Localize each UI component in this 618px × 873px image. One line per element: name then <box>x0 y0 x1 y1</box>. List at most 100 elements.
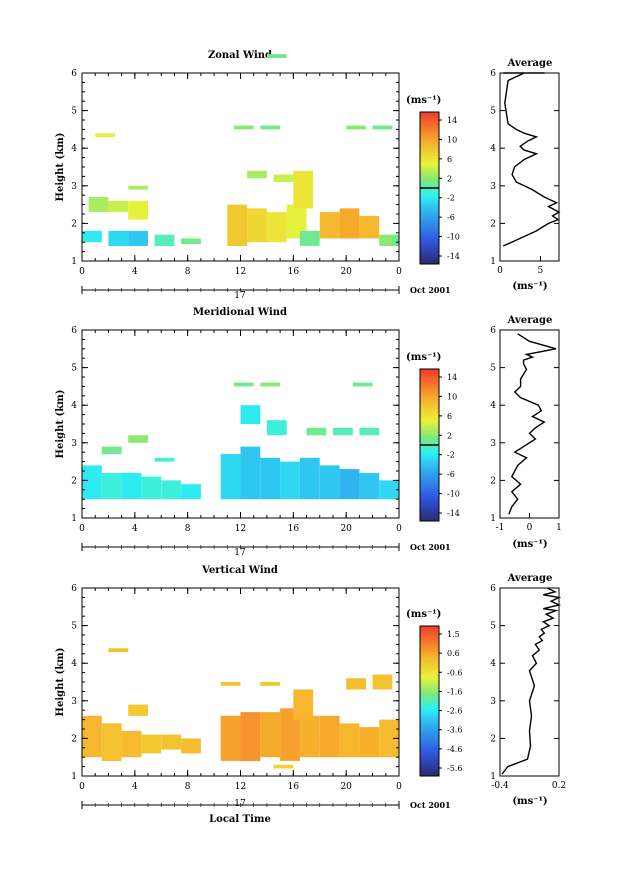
heatmap-cell <box>372 125 393 130</box>
heatmap-cell <box>260 457 281 500</box>
profile-y-tick-label: 5 <box>490 107 496 117</box>
x-tick-label: 16 <box>288 524 300 534</box>
x-tick-label: 20 <box>340 782 352 792</box>
x-tick-label: 8 <box>185 267 191 277</box>
colorbar-ticks: 14 10 6 2 -2 -6 -10 -14 <box>439 116 460 261</box>
heatmap-cell <box>128 704 148 716</box>
colorbar-unit: (ms⁻¹) <box>406 609 441 620</box>
day-bar: 17 <box>81 286 400 301</box>
colorbar-tick-label: 10 <box>447 135 457 144</box>
profile-title: Average <box>507 573 553 584</box>
heatmap-cell <box>359 215 380 239</box>
x-tick-label: 4 <box>132 782 138 792</box>
profile-y-tick-label: 5 <box>490 622 496 632</box>
profile-line <box>508 333 557 515</box>
heatmap-cell <box>82 715 102 758</box>
profile-y-tick-label: 2 <box>490 734 496 744</box>
heatmap-cell <box>101 446 122 455</box>
heatmap-cell <box>280 708 300 761</box>
heatmap-cell <box>141 476 162 500</box>
heatmap-cell <box>128 200 148 220</box>
x-tick-label: 8 <box>185 524 191 534</box>
y-tick-label: 1 <box>71 514 77 524</box>
y-axis: 1 2 3 4 5 6 <box>71 326 399 524</box>
profile-frame <box>499 72 560 262</box>
heatmap-cell <box>88 197 109 213</box>
profile-y-tick-label: 6 <box>490 326 496 336</box>
heatmap-cell <box>299 457 320 500</box>
y-axis-label: Height (km) <box>55 648 66 717</box>
heatmap-cell <box>319 465 340 500</box>
heatmap-cell <box>359 727 380 758</box>
colorbar-ticks: 1.5 0.6 -0.6 -1.6 -2.6 -3.6 -4.6 -5.6 <box>439 630 462 773</box>
colorbar-tick-label: 2 <box>447 174 452 183</box>
heatmap-cell <box>319 212 340 239</box>
x-tick-label: 12 <box>235 782 246 792</box>
x-tick-label: 16 <box>288 782 300 792</box>
heatmap-cell <box>101 723 122 761</box>
date-label: Oct 2001 <box>410 542 451 552</box>
profile-x-axis: -0.4 0.2 <box>491 771 566 791</box>
y-tick-label: 4 <box>71 144 77 154</box>
x-tick-label: 4 <box>132 267 138 277</box>
profile-x-label: (ms⁻¹) <box>512 796 547 807</box>
colorbar-tick-label: -2 <box>447 451 455 460</box>
heatmap-cell <box>299 230 320 246</box>
y-tick-label: 5 <box>71 364 77 374</box>
colorbar-tick-label: -6 <box>447 470 455 479</box>
y-tick-label: 1 <box>71 772 77 782</box>
heatmap-cell <box>379 719 399 758</box>
y-tick-label: 3 <box>71 182 77 192</box>
profile-y-tick-label: 6 <box>490 584 496 594</box>
profile-y-tick-label: 1 <box>490 257 496 267</box>
heatmap-cell <box>379 234 399 246</box>
heatmap-cell <box>82 465 102 500</box>
heatmap-cell <box>319 715 340 758</box>
heatmap-cell <box>240 405 261 424</box>
heatmap-cell <box>220 454 241 500</box>
profile-y-tick-label: 1 <box>490 772 496 782</box>
x-axis: 0 4 8 12 16 20 0 <box>79 588 402 807</box>
x-tick-label: 8 <box>185 782 191 792</box>
day-label: 17 <box>234 548 246 558</box>
y-tick-label: 2 <box>71 219 77 229</box>
profile-y-tick-label: 6 <box>490 69 496 79</box>
heatmap-cell <box>273 174 294 182</box>
colorbar-tick-label: -3.6 <box>447 726 462 735</box>
profile-y-axis: 1 2 3 4 5 6 <box>490 326 559 524</box>
colorbar-tick-label: 2 <box>447 431 452 440</box>
y-tick-label: 2 <box>71 476 77 486</box>
x-tick-label: 0 <box>79 267 85 277</box>
heatmap-cell <box>220 715 241 761</box>
profile-x-tick-label: 0.2 <box>552 781 566 791</box>
profile-x-label: (ms⁻¹) <box>512 281 547 292</box>
profile-title: Average <box>507 315 553 326</box>
heatmap-cell <box>379 480 399 500</box>
colorbar-tick-label: -10 <box>447 233 460 242</box>
x-axis: 0 4 8 12 16 20 0 <box>79 330 402 549</box>
profile-y-tick-label: 4 <box>490 144 496 154</box>
x-axis: 0 4 8 12 16 20 0 <box>79 73 402 292</box>
vertical-wind-average: Average 1 2 3 4 5 6 -0.4 0.2 (ms⁻¹) <box>490 573 566 807</box>
profile-y-tick-label: 4 <box>490 401 496 411</box>
profile-x-tick-label: -0.4 <box>491 781 509 791</box>
colorbar-tick-label: -6 <box>447 213 455 222</box>
heatmap-cell <box>280 461 300 500</box>
profile-x-tick-label: 1 <box>556 523 562 533</box>
heatmap-cell <box>247 170 267 179</box>
heatmap-cell <box>339 723 360 758</box>
y-axis-label: Height (km) <box>55 133 66 202</box>
date-label: Oct 2001 <box>410 285 451 295</box>
colorbar: 14 10 6 2 -2 -6 -10 -14 <box>419 111 460 265</box>
profile-line <box>501 587 562 775</box>
chart-title: Zonal Wind <box>208 50 272 61</box>
colorbar-tick-label: -10 <box>447 490 460 499</box>
colorbar-tick-label: -5.6 <box>447 764 462 773</box>
x-tick-label: 0 <box>79 782 85 792</box>
profile-y-tick-label: 5 <box>490 364 496 374</box>
heatmap-cell <box>181 738 201 754</box>
heatmap-cell <box>128 230 148 246</box>
